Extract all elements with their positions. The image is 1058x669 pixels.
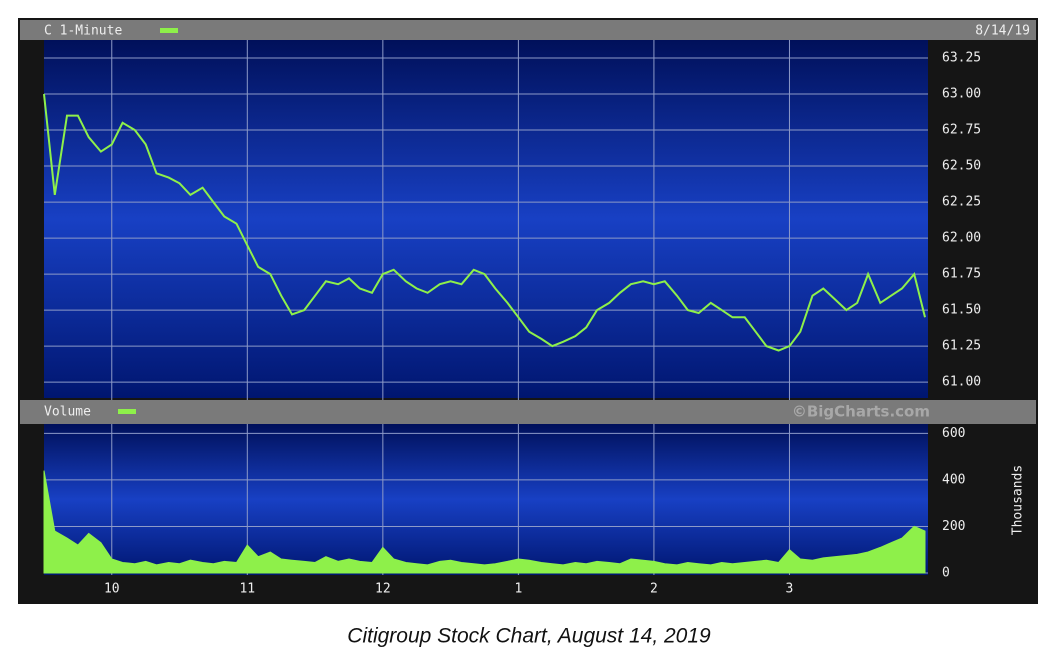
legend-swatch bbox=[118, 409, 136, 414]
x-tick-label: 1 bbox=[514, 582, 522, 597]
watermark: ©BigCharts.com bbox=[792, 403, 930, 421]
y-tick-label: 62.00 bbox=[942, 231, 981, 246]
y-tick-label: 400 bbox=[942, 472, 965, 487]
x-tick-label: 2 bbox=[650, 582, 658, 597]
volume-title: Volume bbox=[44, 405, 91, 420]
volume-area bbox=[43, 470, 926, 574]
x-tick-label: 11 bbox=[239, 582, 255, 597]
chart-title: C 1-Minute bbox=[44, 24, 122, 39]
y-tick-label: 600 bbox=[942, 426, 965, 441]
y-tick-label: 200 bbox=[942, 519, 965, 534]
y-tick-label: 61.25 bbox=[942, 339, 981, 354]
x-tick-label: 12 bbox=[375, 582, 391, 597]
y-tick-label: 62.50 bbox=[942, 159, 981, 174]
y-tick-label: 63.25 bbox=[942, 51, 981, 66]
y-tick-label: 62.75 bbox=[942, 123, 981, 138]
y-tick-label: 0 bbox=[942, 566, 950, 581]
header-bar bbox=[20, 20, 1036, 40]
caption: Citigroup Stock Chart, August 14, 2019 bbox=[347, 625, 711, 648]
y-tick-label: 61.75 bbox=[942, 267, 981, 282]
y-tick-label: 63.00 bbox=[942, 87, 981, 102]
y-tick-label: 61.50 bbox=[942, 303, 981, 318]
y-tick-label: 61.00 bbox=[942, 375, 981, 390]
price-line bbox=[43, 93, 926, 352]
date: 8/14/19 bbox=[975, 24, 1030, 39]
x-tick-label: 10 bbox=[104, 582, 120, 597]
volume-panel bbox=[44, 424, 928, 575]
x-tick-label: 3 bbox=[786, 582, 794, 597]
y-tick-label: 62.25 bbox=[942, 195, 981, 210]
volume-bar bbox=[20, 400, 1036, 424]
legend-swatch bbox=[160, 28, 178, 33]
y-axis-label: Thousands bbox=[1011, 465, 1026, 535]
price-panel bbox=[44, 40, 928, 398]
